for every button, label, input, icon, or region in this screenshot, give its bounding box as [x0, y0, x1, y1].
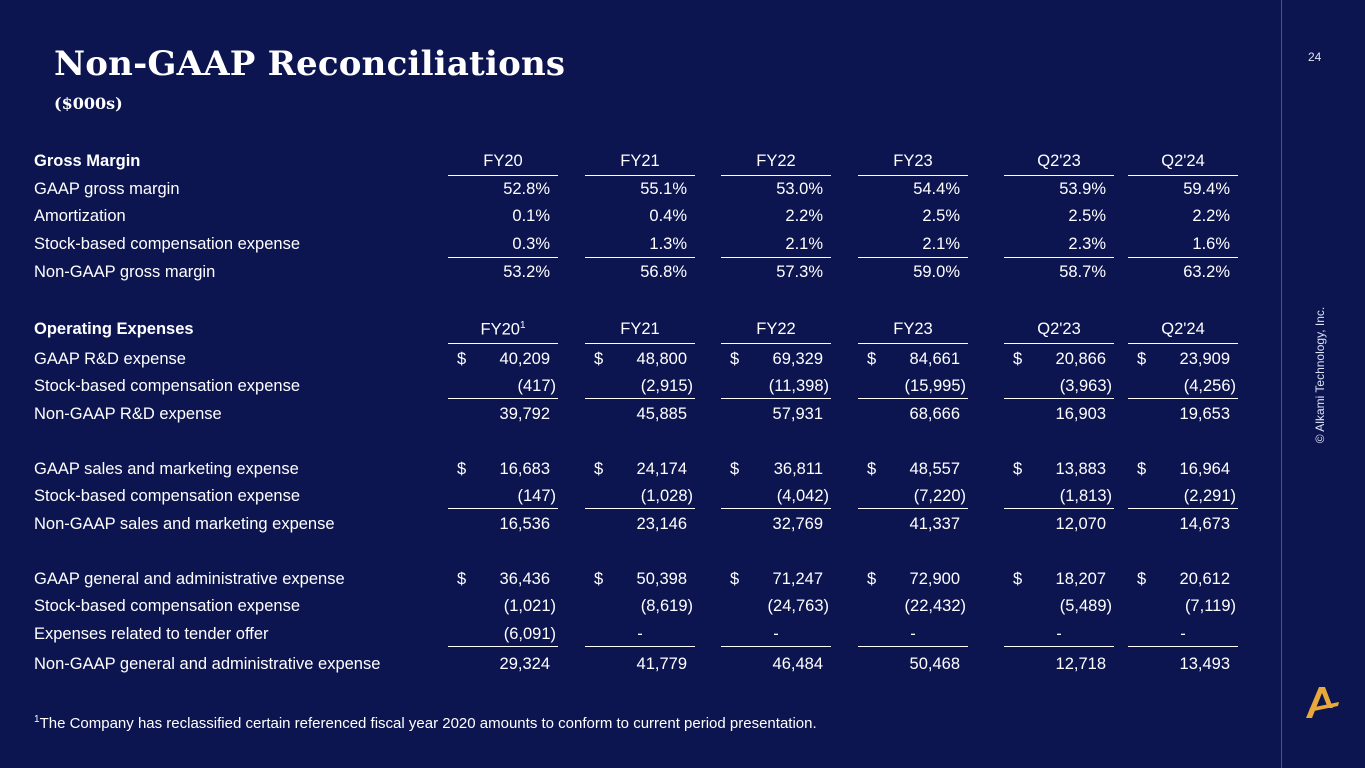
column-rule	[721, 646, 831, 647]
row-label: GAAP sales and marketing expense	[34, 460, 299, 478]
row-label: Non-GAAP R&D expense	[34, 405, 222, 423]
column-header: Q2'23	[1037, 320, 1081, 338]
column-header: FY21	[620, 152, 660, 170]
column-header: FY21	[620, 320, 660, 338]
column-rule	[1004, 257, 1114, 258]
column-rule	[1128, 398, 1238, 399]
column-rule	[721, 398, 831, 399]
row-label: Amortization	[34, 207, 126, 225]
column-rule	[448, 398, 558, 399]
column-rule	[1004, 646, 1114, 647]
column-header: FY22	[756, 320, 796, 338]
table-row: Stock-based compensation expense (147) (1,…	[34, 487, 1236, 505]
column-rule	[1128, 646, 1238, 647]
table-row: GAAP general and administrative expense $…	[34, 570, 1230, 588]
row-label: Stock-based compensation expense	[34, 377, 300, 395]
table-row: Non-GAAP R&D expense 39,792 45,885 57,931 68…	[34, 405, 1230, 423]
page-title: Non-GAAP Reconciliations	[54, 44, 566, 84]
column-rule	[858, 343, 968, 344]
column-header: Q2'23	[1037, 152, 1081, 170]
column-rule	[1128, 175, 1238, 176]
row-label: Stock-based compensation expense	[34, 487, 300, 505]
column-rule	[448, 343, 558, 344]
column-rule	[448, 175, 558, 176]
page-number: 24	[1308, 50, 1322, 64]
table-row: GAAP R&D expense $40,209 $48,800 $69,329 $84…	[34, 350, 1230, 368]
row-label: GAAP R&D expense	[34, 350, 186, 368]
column-rule	[1128, 257, 1238, 258]
table-row: Expenses related to tender offer (6,091) -…	[34, 625, 1186, 643]
column-header: FY201	[480, 320, 526, 339]
column-header: FY22	[756, 152, 796, 170]
table-row: Amortization 0.1% 0.4% 2.2% 2.5% 2.5% 2.2%	[34, 207, 1230, 225]
page-subtitle: ($000s)	[54, 94, 123, 113]
column-rule	[585, 398, 695, 399]
table-row: Non-GAAP general and administrative expe…	[34, 655, 1230, 673]
column-rule	[585, 257, 695, 258]
column-rule	[1128, 343, 1238, 344]
column-rule	[585, 175, 695, 176]
table-row: GAAP gross margin 52.8% 55.1% 53.0% 54.4% 53.…	[34, 180, 1230, 198]
table-row: Non-GAAP gross margin 53.2% 56.8% 57.3% 59.0…	[34, 263, 1230, 281]
table-row: Stock-based compensation expense (1,021)(…	[34, 597, 1236, 615]
row-label: Expenses related to tender offer	[34, 625, 269, 643]
gross-margin-header-row: Gross Margin FY20 FY21 FY22 FY23 Q2'23 Q2'24	[0, 148, 1280, 174]
operating-expenses-header-row: Operating Expenses FY201 FY21 FY22 FY23 Q2'23…	[0, 316, 1280, 342]
row-label: Non-GAAP gross margin	[34, 263, 216, 281]
column-rule	[448, 508, 558, 509]
column-rule	[1004, 398, 1114, 399]
table-row: Stock-based compensation expense (417) (2,…	[34, 377, 1236, 395]
column-rule	[1004, 343, 1114, 344]
column-rule	[858, 646, 968, 647]
column-rule	[1004, 508, 1114, 509]
divider-line	[1281, 0, 1282, 768]
column-rule	[858, 257, 968, 258]
table-row: Stock-based compensation expense 0.3% 1.3%…	[34, 235, 1230, 253]
row-label: Non-GAAP general and administrative expe…	[34, 655, 381, 673]
row-label: GAAP gross margin	[34, 180, 180, 198]
footnote: 1The Company has reclassified certain re…	[34, 714, 817, 732]
column-rule	[585, 343, 695, 344]
column-rule	[448, 257, 558, 258]
column-rule	[721, 175, 831, 176]
column-rule	[585, 508, 695, 509]
column-header: Q2'24	[1161, 320, 1205, 338]
column-rule	[1004, 175, 1114, 176]
column-rule	[585, 646, 695, 647]
column-rule	[858, 398, 968, 399]
row-label: GAAP general and administrative expense	[34, 570, 345, 588]
column-rule	[721, 343, 831, 344]
column-header: FY23	[893, 320, 933, 338]
column-rule	[858, 175, 968, 176]
column-header: FY20	[483, 152, 523, 170]
column-rule	[721, 257, 831, 258]
column-header: FY23	[893, 152, 933, 170]
row-label: Operating Expenses	[34, 320, 194, 338]
column-rule	[448, 646, 558, 647]
row-label: Gross Margin	[34, 152, 141, 170]
table-row: GAAP sales and marketing expense $16,683 $…	[34, 460, 1230, 478]
row-label: Stock-based compensation expense	[34, 597, 300, 615]
column-rule	[721, 508, 831, 509]
alkami-logo-icon	[1306, 687, 1339, 718]
row-label: Stock-based compensation expense	[34, 235, 300, 253]
column-header: Q2'24	[1161, 152, 1205, 170]
column-rule	[858, 508, 968, 509]
row-label: Non-GAAP sales and marketing expense	[34, 515, 335, 533]
column-rule	[1128, 508, 1238, 509]
copyright-text: © Alkami Technology, Inc.	[1313, 306, 1327, 444]
table-row: Non-GAAP sales and marketing expense 16,5…	[34, 515, 1230, 533]
